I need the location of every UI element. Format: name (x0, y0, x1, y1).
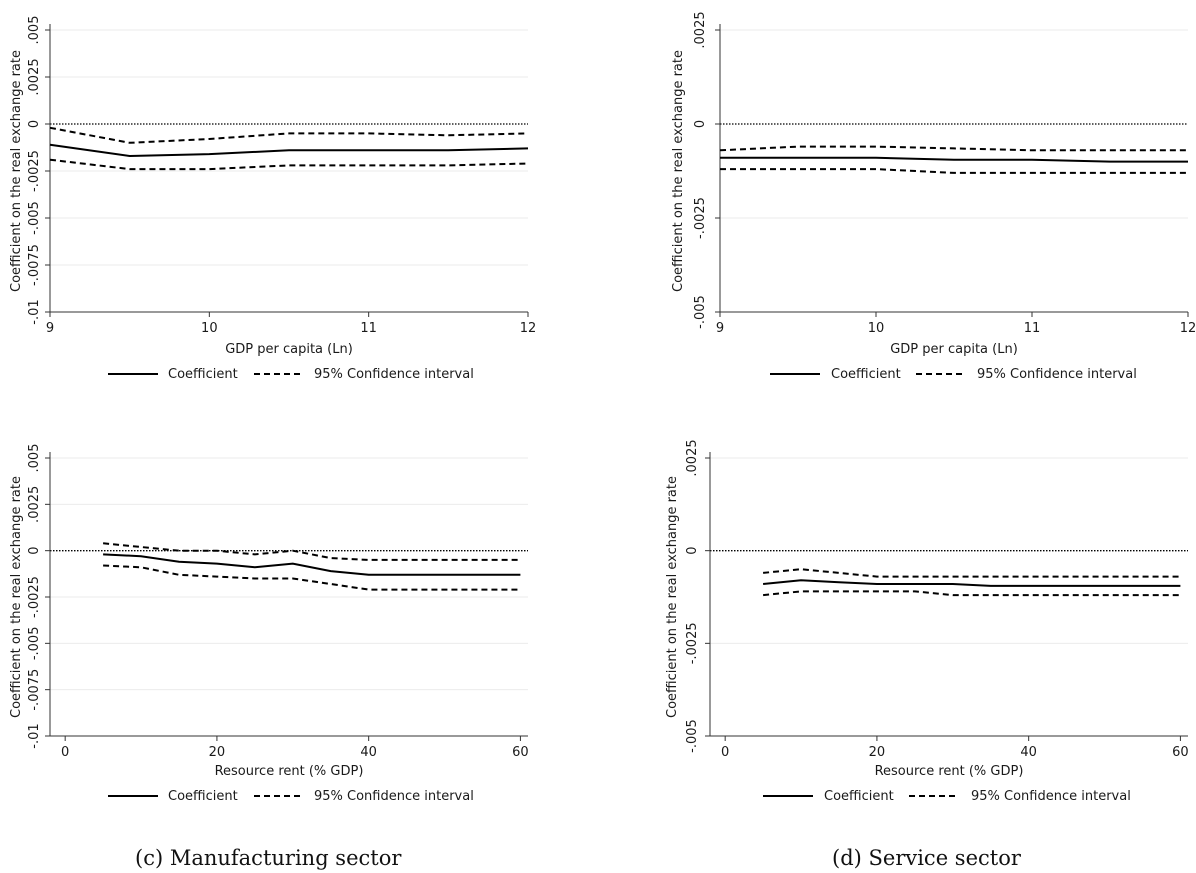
xtick-label-a-2: 11 (360, 321, 377, 336)
xtick-label-b-1: 10 (868, 321, 885, 336)
x-axis-title-b: GDP per capita (Ln) (890, 342, 1018, 357)
ytick-label-c-2: -.005 (27, 627, 42, 661)
ci-line-b-2 (720, 168, 1188, 174)
ytick-label-d-0: -.005 (685, 719, 700, 753)
ytick-label-b-1: -.0025 (693, 197, 708, 239)
y-axis-title-a: Coefficient on the real exchange rate (9, 50, 24, 292)
ci-line-d-2 (763, 590, 1181, 597)
chart-panel-c: -.01 -.0075 -.005 -.0025 0 .0025 .005 0 20 40 60 Re… (0, 428, 590, 818)
y-axis-title-c: Coefficient on the real exchange rate (9, 476, 24, 718)
ci-line-d-1 (763, 568, 1181, 578)
legend-ci-label-d: 95% Confidence interval (971, 789, 1131, 804)
y-axis-title-d: Coefficient on the real exchange rate (665, 476, 680, 718)
ci-line-b-1 (719, 145, 1188, 152)
coefficient-line-b-0 (720, 156, 1188, 163)
xtick-label-a-1: 10 (201, 321, 218, 336)
chart-panel-a: -.01 -.0075 -.005 -.0025 0 .0025 .005 9 10 11 12 GD… (0, 0, 590, 395)
ci-line-a-1 (49, 126, 529, 144)
xtick-label-b-2: 11 (1024, 321, 1041, 336)
ytick-label-c-3: -.0025 (27, 576, 42, 618)
chart-d-svg: -.005 -.0025 0 .0025 0 20 40 60 Resource rent (%… (665, 439, 1189, 804)
ytick-label-d-3: .0025 (685, 439, 700, 476)
xtick-label-a-0: 9 (46, 321, 54, 336)
ci-line-a-2 (49, 158, 529, 171)
xtick-label-a-3: 12 (520, 321, 537, 336)
caption-manufacturing: (c) Manufacturing sector (135, 846, 402, 870)
ytick-label-d-1: -.0025 (685, 622, 700, 664)
ytick-label-a-3: -.0025 (27, 150, 42, 192)
ytick-label-a-0: -.01 (27, 299, 42, 324)
y-axis-title-b: Coefficient on the real exchange rate (671, 50, 686, 292)
legend-ci-label-b: 95% Confidence interval (977, 367, 1137, 382)
legend-coefficient-label-b: Coefficient (831, 367, 901, 382)
ytick-label-b-2: 0 (693, 120, 708, 128)
ci-line-c-1 (103, 542, 521, 561)
legend-coefficient-label-a: Coefficient (168, 367, 238, 382)
caption-service: (d) Service sector (832, 846, 1021, 870)
ytick-label-b-3: .0025 (693, 11, 708, 48)
xtick-label-d-1: 20 (869, 745, 886, 760)
xtick-label-d-0: 0 (721, 745, 729, 760)
ci-line-c-2 (103, 564, 521, 591)
chart-a-svg: -.01 -.0075 -.005 -.0025 0 .0025 .005 9 10 11 12 GD… (9, 16, 537, 382)
xtick-label-c-3: 60 (512, 745, 529, 760)
coefficient-line-c-0 (103, 553, 521, 576)
x-axis-title-c: Resource rent (% GDP) (215, 764, 364, 779)
chart-panel-d: -.005 -.0025 0 .0025 0 20 40 60 Resource rent (%… (598, 428, 1196, 818)
xtick-label-b-0: 9 (716, 321, 724, 336)
xtick-label-c-1: 20 (209, 745, 226, 760)
ytick-label-a-1: -.0075 (27, 244, 42, 286)
coefficient-line-d-0 (763, 579, 1181, 587)
xtick-label-d-2: 40 (1020, 745, 1037, 760)
ytick-label-c-1: -.0075 (27, 669, 42, 711)
chart-panel-b: -.005 -.0025 0 .0025 9 10 11 12 GDP per capita (… (598, 0, 1196, 395)
ytick-label-c-0: -.01 (27, 723, 42, 748)
xtick-label-b-3: 12 (1180, 321, 1196, 336)
ytick-label-a-2: -.005 (27, 201, 42, 235)
legend-coefficient-label-d: Coefficient (824, 789, 894, 804)
ytick-label-a-5: .0025 (27, 58, 42, 95)
legend-ci-label-a: 95% Confidence interval (314, 367, 474, 382)
ytick-label-a-6: .005 (27, 16, 42, 45)
ytick-label-a-4: 0 (27, 120, 42, 128)
xtick-label-d-3: 60 (1172, 745, 1189, 760)
x-axis-title-d: Resource rent (% GDP) (875, 764, 1024, 779)
chart-b-svg: -.005 -.0025 0 .0025 9 10 11 12 GDP per capita (… (671, 11, 1196, 382)
legend-ci-label-c: 95% Confidence interval (314, 789, 474, 804)
ytick-label-c-6: .005 (27, 444, 42, 473)
legend-coefficient-label-c: Coefficient (168, 789, 238, 804)
chart-c-svg: -.01 -.0075 -.005 -.0025 0 .0025 .005 0 20 40 60 Re… (9, 444, 529, 804)
ytick-label-c-5: .0025 (27, 486, 42, 523)
ytick-label-d-2: 0 (685, 547, 700, 555)
xtick-label-c-0: 0 (61, 745, 69, 760)
ytick-label-c-4: 0 (27, 547, 42, 555)
coefficient-line-a-0 (49, 143, 529, 158)
x-axis-title-a: GDP per capita (Ln) (225, 342, 353, 357)
xtick-label-c-2: 40 (360, 745, 377, 760)
ytick-label-b-0: -.005 (693, 295, 708, 329)
